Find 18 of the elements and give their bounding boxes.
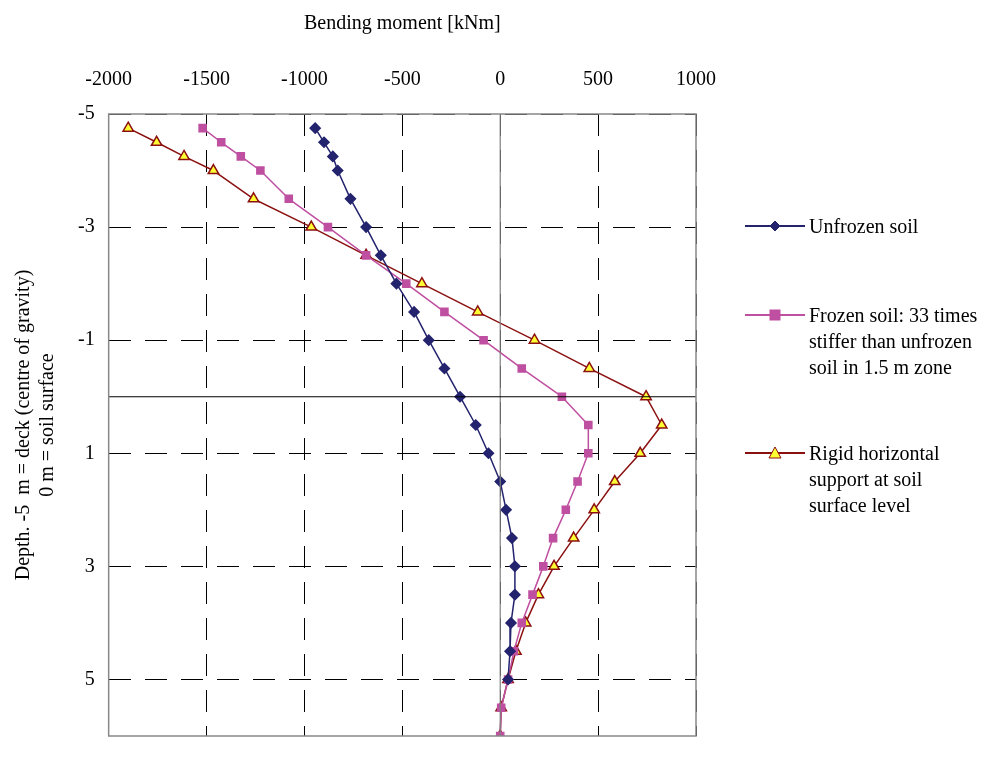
y-tick-label: 3	[84, 553, 95, 576]
y-tick-label: -3	[77, 214, 95, 237]
legend-label: Rigid horizontal support at soil surface level	[809, 441, 941, 518]
x-tick-label: -1500	[183, 67, 230, 90]
legend-label: Unfrozen soil	[809, 214, 919, 239]
y-tick-label: 5	[84, 666, 95, 689]
x-tick-label: -2000	[85, 67, 132, 90]
x-tick-label: -500	[383, 67, 421, 90]
x-tick-label: -1000	[281, 67, 328, 90]
x-axis-title: Bending moment [kNm]	[304, 11, 501, 35]
x-tick-label: 500	[583, 67, 614, 90]
x-tick-label: 0	[495, 67, 506, 90]
y-tick-label: -5	[77, 101, 95, 124]
y-tick-label: 1	[84, 440, 95, 463]
y-tick-label: -1	[77, 327, 95, 350]
y-axis-title: Depth. -5 m = deck (centre of gravity) 0 m = soil surface	[11, 269, 58, 581]
x-tick-label: 1000	[676, 67, 716, 90]
legend-label: Frozen soil: 33 times stiffer than unfrozen soil in 1.5 m zone	[809, 303, 979, 380]
